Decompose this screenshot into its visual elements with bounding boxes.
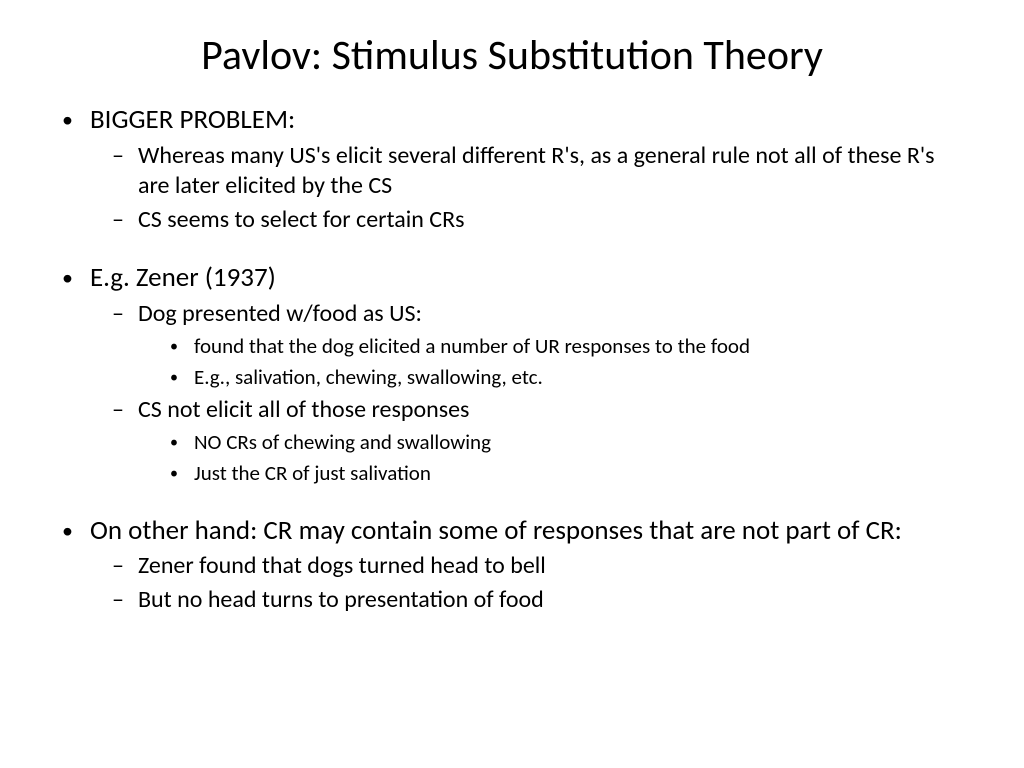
bullet-l2: Whereas many US's elicit several differe… [138,141,964,201]
bullet-list: BIGGER PROBLEM: Whereas many US's elicit… [60,103,964,235]
bullet-l3: E.g., salivation, chewing, swallowing, e… [194,364,964,391]
bullet-list: On other hand: CR may contain some of re… [60,514,964,616]
spacer [60,492,964,514]
bullet-l3: Just the CR of just salivation [194,460,964,487]
bullet-l2: CS not elicit all of those responses [138,395,964,425]
bullet-l2: Zener found that dogs turned head to bel… [138,551,964,581]
bullet-l2: Dog presented w/food as US: [138,299,964,329]
spacer [60,239,964,261]
bullet-list: E.g. Zener (1937) Dog presented w/food a… [60,261,964,488]
bullet-l1: BIGGER PROBLEM: [90,103,964,137]
bullet-l2: CS seems to select for certain CRs [138,205,964,235]
slide-title: Pavlov: Stimulus Substitution Theory [60,30,964,81]
bullet-l1: On other hand: CR may contain some of re… [90,514,964,548]
bullet-l1: E.g. Zener (1937) [90,261,964,295]
bullet-l3: NO CRs of chewing and swallowing [194,429,964,456]
slide: Pavlov: Stimulus Substitution Theory BIG… [0,0,1024,768]
bullet-l3: found that the dog elicited a number of … [194,333,964,360]
bullet-l2: But no head turns to presentation of foo… [138,585,964,615]
